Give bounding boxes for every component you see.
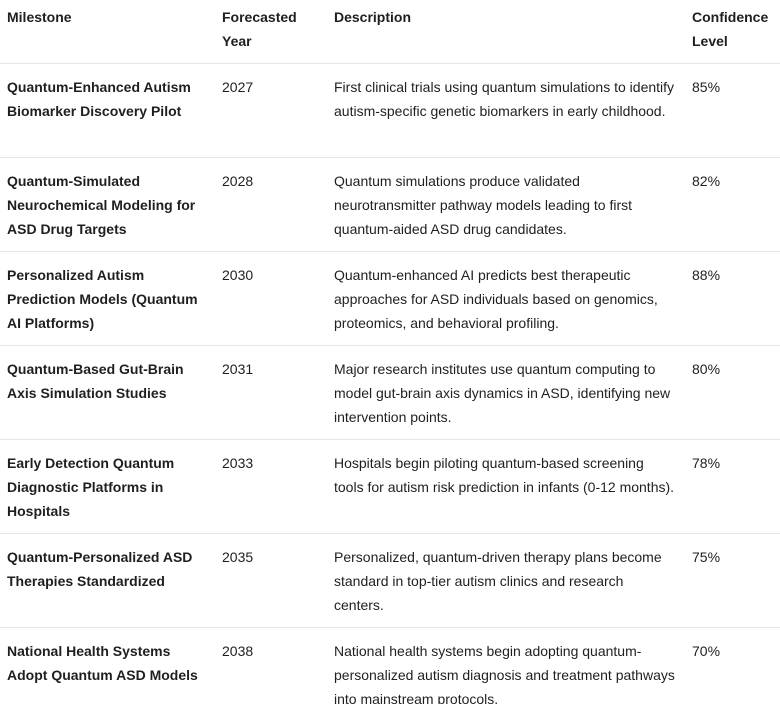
table-header: Milestone Forecasted Year Description Confi… [0, 0, 780, 64]
confidence-cell: 82% [685, 157, 780, 252]
description-cell: Quantum simulations produce validated ne… [327, 157, 685, 252]
confidence-cell: 85% [685, 63, 780, 158]
year-cell: 2028 [215, 157, 327, 252]
year-cell: 2035 [215, 533, 327, 628]
milestone-cell: Quantum-Simulated Neurochemical Modeling… [0, 157, 215, 252]
table-body: Quantum-Enhanced Autism Biomarker Discov… [0, 63, 780, 704]
milestone-cell: Early Detection Quantum Diagnostic Platf… [0, 439, 215, 534]
description-cell: Quantum-enhanced AI predicts best therap… [327, 251, 685, 346]
table-row: National Health Systems Adopt Quantum AS… [0, 627, 780, 704]
description-cell: Hospitals begin piloting quantum-based s… [327, 439, 685, 534]
year-cell: 2038 [215, 627, 327, 704]
description-cell: Major research institutes use quantum co… [327, 345, 685, 440]
header-cell: Milestone [7, 9, 72, 25]
table-row: Quantum-Simulated Neurochemical Modeling… [0, 157, 780, 252]
confidence-cell: 70% [685, 627, 780, 704]
table-row: Quantum-Based Gut-Brain Axis Simulation … [0, 345, 780, 440]
year-cell: 2030 [215, 251, 327, 346]
table-row: Quantum-Enhanced Autism Biomarker Discov… [0, 63, 780, 158]
table-row: Early Detection Quantum Diagnostic Platf… [0, 439, 780, 534]
description-cell: First clinical trials using quantum simu… [327, 63, 685, 158]
description-cell: National health systems begin adopting q… [327, 627, 685, 704]
description-cell: Personalized, quantum-driven therapy pla… [327, 533, 685, 628]
milestone-cell: Quantum-Based Gut-Brain Axis Simulation … [0, 345, 215, 440]
table-row: Quantum-Personalized ASD Therapies Stand… [0, 533, 780, 628]
year-cell: 2033 [215, 439, 327, 534]
confidence-cell: 75% [685, 533, 780, 628]
milestone-cell: National Health Systems Adopt Quantum AS… [0, 627, 215, 704]
confidence-cell: 88% [685, 251, 780, 346]
confidence-cell: 80% [685, 345, 780, 440]
milestone-cell: Quantum-Personalized ASD Therapies Stand… [0, 533, 215, 628]
table-row: Personalized Autism Prediction Models (Q… [0, 251, 780, 346]
header-cell: Description [334, 9, 412, 25]
year-cell: 2027 [215, 63, 327, 158]
confidence-cell: 78% [685, 439, 780, 534]
milestone-cell: Quantum-Enhanced Autism Biomarker Discov… [0, 63, 215, 158]
header-cell: Forecasted Year [222, 9, 297, 49]
header-cell: Confidence Level [692, 9, 769, 49]
year-cell: 2031 [215, 345, 327, 440]
milestone-cell: Personalized Autism Prediction Models (Q… [0, 251, 215, 346]
header-row: Milestone Forecasted Year Description Confi… [0, 0, 780, 64]
